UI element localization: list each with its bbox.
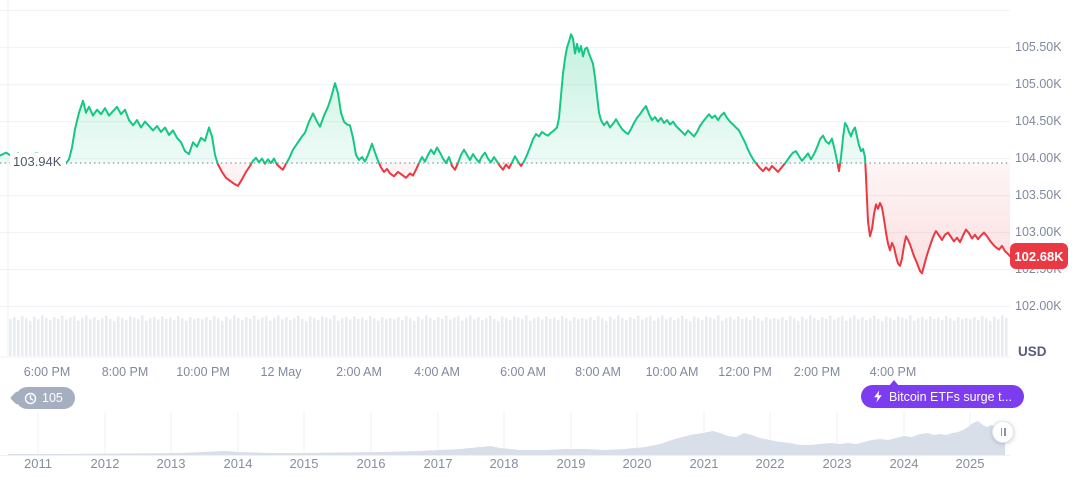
year-label[interactable]: 2019 — [556, 456, 586, 471]
coinmarketcap-watermark: CoinMarketCap — [843, 292, 1072, 477]
y-axis-label: 105.50K — [1015, 40, 1062, 54]
year-label[interactable]: 2011 — [24, 456, 52, 471]
x-axis-label: 2:00 AM — [336, 365, 382, 379]
open-price-label: 103.94K — [10, 153, 67, 170]
current-price-badge: 102.68K — [1010, 243, 1068, 269]
year-label[interactable]: 2018 — [489, 456, 519, 471]
timeline-scrubber[interactable] — [0, 412, 1014, 457]
annotation-count: 105 — [42, 391, 63, 405]
x-axis-label: 12:00 PM — [718, 365, 772, 379]
timeline-years: 2011 2012 2013 2014 2015 2016 2017 2018 2019 2020… — [0, 456, 1010, 474]
year-label[interactable]: 2012 — [90, 456, 120, 471]
coinmarketcap-logo-icon — [843, 292, 1072, 477]
price-chart-svg[interactable] — [0, 0, 1010, 358]
news-annotation-badge[interactable]: Bitcoin ETFs surge t... — [861, 380, 1024, 408]
x-axis-label: 10:00 AM — [645, 365, 699, 379]
lightning-icon — [874, 390, 882, 403]
year-label[interactable]: 2014 — [223, 456, 253, 471]
y-axis-label: 105.00K — [1015, 77, 1062, 91]
main-chart[interactable]: 103.94K CoinMarketCap — [0, 0, 1010, 358]
y-axis-label: 103.50K — [1015, 188, 1062, 202]
year-label[interactable]: 2025 — [955, 456, 985, 471]
y-axis-label: 103.00K — [1015, 225, 1062, 239]
year-label[interactable]: 2016 — [356, 456, 386, 471]
price-area-below — [56, 163, 1010, 274]
gridlines — [0, 0, 1010, 358]
x-axis-label: 8:00 AM — [575, 365, 621, 379]
x-axis-label: 6:00 AM — [500, 365, 546, 379]
volume-bars — [9, 315, 1008, 356]
currency-label[interactable]: USD — [1018, 344, 1047, 359]
year-label[interactable]: 2022 — [755, 456, 785, 471]
year-label[interactable]: 2013 — [156, 456, 186, 471]
timeline-svg[interactable] — [0, 412, 1010, 456]
x-axis-label: 10:00 PM — [176, 365, 230, 379]
y-axis-label: 102.00K — [1015, 299, 1062, 313]
year-label[interactable]: 2021 — [689, 456, 719, 471]
y-axis-label: 104.50K — [1015, 114, 1062, 128]
x-axis-label: 4:00 AM — [414, 365, 460, 379]
x-axis-label: 6:00 PM — [23, 365, 71, 379]
price-line-green — [0, 33, 867, 164]
y-axis[interactable]: USD 105.50K 105.00K 104.50K 104.00K 103.50K 1… — [1010, 0, 1072, 359]
price-area-above — [0, 34, 1010, 164]
year-label[interactable]: 2017 — [423, 456, 453, 471]
year-label[interactable]: 2020 — [622, 456, 652, 471]
price-line-red — [55, 163, 1010, 275]
scrubber-handle[interactable] — [992, 421, 1014, 443]
year-label[interactable]: 2024 — [889, 456, 919, 471]
x-axis-label: 2:00 PM — [793, 365, 841, 379]
history-clock-icon — [24, 392, 37, 404]
year-label[interactable]: 2015 — [289, 456, 319, 471]
history-area — [8, 421, 1005, 455]
year-label[interactable]: 2023 — [822, 456, 852, 471]
x-axis: 6:00 PM 8:00 PM 10:00 PM 12 May 2:00 AM 4:00 … — [0, 365, 1010, 381]
x-axis-label: 8:00 PM — [101, 365, 149, 379]
annotation-count-badge[interactable]: 105 — [16, 387, 75, 409]
x-axis-label: 4:00 PM — [869, 365, 917, 379]
x-axis-label: 12 May — [260, 365, 302, 379]
news-annotation-text: Bitcoin ETFs surge t... — [889, 389, 1012, 404]
y-axis-label: 104.00K — [1015, 151, 1062, 165]
